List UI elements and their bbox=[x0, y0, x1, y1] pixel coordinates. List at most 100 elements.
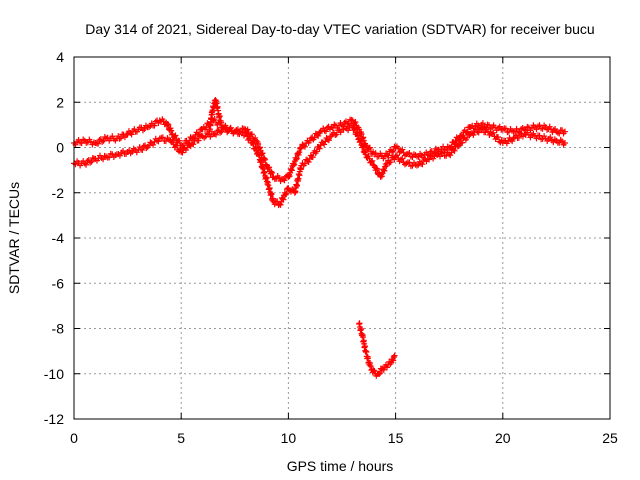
interp-marker bbox=[406, 150, 413, 156]
interp-marker bbox=[367, 363, 374, 370]
interp-marker bbox=[155, 119, 162, 126]
interp-marker bbox=[313, 148, 320, 155]
x-tick-label: 25 bbox=[602, 430, 618, 446]
interp-marker bbox=[515, 134, 522, 141]
interp-marker bbox=[397, 156, 404, 163]
interp-marker bbox=[159, 134, 166, 141]
x-tick-label: 0 bbox=[70, 430, 78, 446]
y-tick-label: -12 bbox=[44, 411, 64, 427]
interp-marker bbox=[95, 140, 102, 147]
interp-marker bbox=[495, 134, 502, 141]
interp-marker bbox=[262, 161, 269, 168]
interp-marker bbox=[475, 129, 482, 136]
interp-marker bbox=[195, 137, 202, 144]
interp-marker bbox=[282, 191, 289, 198]
interp-marker bbox=[172, 132, 179, 139]
interp-marker bbox=[155, 138, 162, 145]
interp-marker bbox=[382, 163, 389, 170]
interp-marker bbox=[252, 134, 259, 141]
interp-marker bbox=[378, 173, 385, 180]
interp-marker bbox=[509, 138, 516, 145]
interp-marker bbox=[443, 152, 450, 159]
interp-marker bbox=[340, 126, 347, 133]
data-point bbox=[392, 144, 399, 151]
interp-marker bbox=[139, 146, 146, 153]
interp-marker bbox=[169, 137, 176, 144]
interp-marker bbox=[365, 153, 372, 160]
interp-marker bbox=[333, 131, 340, 138]
data-point bbox=[317, 128, 324, 135]
interp-marker bbox=[455, 136, 462, 143]
interp-marker bbox=[165, 121, 172, 128]
axis-ticks bbox=[73, 56, 611, 420]
series-track-spike bbox=[206, 96, 225, 137]
interp-marker bbox=[391, 156, 398, 163]
data-point bbox=[478, 126, 485, 133]
x-tick-label: 20 bbox=[495, 430, 511, 446]
interp-marker bbox=[332, 132, 339, 139]
interp-marker bbox=[387, 159, 394, 166]
interp-marker bbox=[280, 196, 287, 203]
interp-marker bbox=[164, 120, 171, 127]
interp-marker bbox=[301, 143, 308, 150]
interp-marker bbox=[321, 141, 328, 148]
interp-marker bbox=[431, 153, 438, 160]
y-axis-label: SDTVAR / TECUs bbox=[6, 182, 22, 294]
interp-marker bbox=[295, 151, 302, 158]
y-tick-label: -10 bbox=[44, 366, 64, 382]
interp-marker bbox=[316, 145, 323, 152]
x-tick-label: 15 bbox=[388, 430, 404, 446]
series-track-dropout bbox=[356, 320, 398, 379]
interp-marker bbox=[293, 156, 300, 163]
y-tick-label: 0 bbox=[56, 140, 64, 156]
data-point bbox=[253, 137, 260, 144]
interp-marker bbox=[213, 131, 220, 138]
interp-marker bbox=[173, 142, 180, 149]
interp-marker bbox=[546, 123, 553, 130]
interp-marker bbox=[315, 132, 322, 139]
interp-marker bbox=[393, 152, 400, 159]
y-tick-label: 4 bbox=[56, 49, 64, 65]
grid bbox=[74, 57, 610, 419]
chart-title: Day 314 of 2021, Sidereal Day-to-day VTE… bbox=[85, 21, 594, 37]
interp-marker bbox=[268, 168, 275, 175]
data-point bbox=[561, 128, 568, 135]
interp-marker bbox=[369, 157, 376, 164]
interp-marker bbox=[390, 357, 397, 364]
interp-marker bbox=[371, 367, 378, 374]
interp-marker bbox=[399, 146, 406, 153]
data-points bbox=[71, 96, 568, 379]
interp-marker bbox=[233, 127, 240, 134]
interp-marker bbox=[89, 154, 96, 161]
interp-marker bbox=[179, 149, 186, 156]
x-axis-label: GPS time / hours bbox=[287, 458, 394, 474]
interp-marker bbox=[277, 201, 284, 208]
interp-marker bbox=[376, 371, 383, 378]
interp-marker bbox=[176, 137, 183, 144]
interp-marker bbox=[399, 155, 406, 162]
interp-marker bbox=[128, 131, 135, 138]
interp-marker bbox=[552, 126, 559, 133]
interp-marker bbox=[395, 145, 402, 152]
interp-marker bbox=[377, 369, 384, 376]
interp-marker bbox=[281, 177, 288, 184]
interp-marker bbox=[247, 135, 254, 142]
data-point bbox=[414, 162, 421, 169]
interp-marker bbox=[396, 149, 403, 156]
interp-marker bbox=[311, 134, 318, 141]
interp-marker bbox=[297, 145, 304, 152]
interp-marker bbox=[239, 129, 246, 136]
interp-marker bbox=[283, 190, 290, 197]
interp-marker bbox=[472, 123, 479, 130]
y-tick-label: -8 bbox=[52, 321, 65, 337]
interp-marker bbox=[482, 129, 489, 136]
data-point bbox=[467, 130, 474, 137]
interp-marker bbox=[426, 156, 433, 163]
interp-marker bbox=[380, 167, 387, 174]
interp-marker bbox=[322, 128, 329, 135]
interp-marker bbox=[305, 158, 312, 165]
interp-marker bbox=[296, 149, 303, 156]
interp-marker bbox=[557, 136, 564, 143]
interp-marker bbox=[354, 129, 361, 136]
